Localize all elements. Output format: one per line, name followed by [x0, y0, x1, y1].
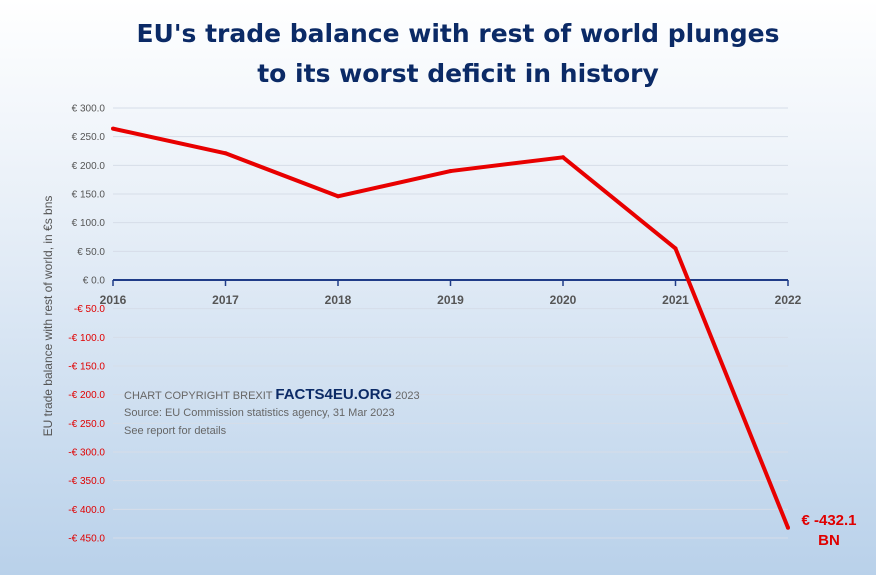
- y-tick-label: -€ 200.0: [68, 390, 105, 401]
- data-point: [111, 126, 115, 131]
- x-tick-label: 2021: [662, 293, 689, 307]
- series-line-trade-balance: [112, 126, 790, 529]
- end-value-unit: BN: [818, 532, 840, 549]
- y-tick-label: € 50.0: [77, 247, 105, 258]
- y-tick-label: -€ 300.0: [68, 448, 105, 459]
- data-point: [223, 151, 228, 156]
- gridlines: [113, 107, 788, 539]
- y-axis-ticks: € 300.0 € 250.0 € 200.0 € 150.0 € 100.0 € 50.…: [68, 104, 105, 545]
- x-axis-ticks: 2016 2017 2018 2019 2020 2021 2022: [100, 280, 802, 307]
- y-tick-label: € 100.0: [72, 218, 106, 229]
- x-tick-label: 2022: [775, 293, 802, 307]
- y-tick-label: € 300.0: [72, 104, 106, 115]
- x-tick-label: 2018: [325, 293, 352, 307]
- source-note: Source: EU Commission statistics agency,…: [124, 407, 395, 419]
- data-point: [448, 169, 453, 174]
- copyright-prefix: CHART COPYRIGHT BREXIT: [124, 390, 275, 402]
- data-point: [786, 525, 790, 530]
- y-tick-label: € 150.0: [72, 190, 106, 201]
- data-point: [336, 194, 340, 199]
- x-tick-label: 2017: [212, 293, 239, 307]
- x-tick-label: 2019: [437, 293, 464, 307]
- chart-title-line1: EU's trade balance with rest of world pl…: [136, 19, 779, 48]
- y-tick-label: -€ 250.0: [68, 419, 105, 430]
- data-points: [111, 126, 790, 530]
- y-tick-label: -€ 350.0: [68, 476, 105, 487]
- data-point: [673, 246, 678, 251]
- y-tick-label: -€ 50.0: [74, 304, 106, 315]
- copyright-note: CHART COPYRIGHT BREXIT FACTS4EU.ORG 2023: [124, 386, 420, 403]
- y-tick-label: € 250.0: [72, 132, 106, 143]
- y-axis-label: EU trade balance with rest of world, in …: [41, 196, 55, 437]
- brand-name: FACTS4EU.ORG: [275, 386, 392, 403]
- x-tick-label: 2016: [100, 293, 127, 307]
- y-tick-label: -€ 400.0: [68, 505, 105, 516]
- details-note: See report for details: [124, 425, 227, 437]
- x-tick-label: 2020: [550, 293, 577, 307]
- chart-title-line2: to its worst deficit in history: [257, 59, 659, 88]
- y-tick-label: -€ 450.0: [68, 534, 105, 545]
- y-tick-label: -€ 100.0: [68, 333, 105, 344]
- y-tick-label: € 0.0: [83, 276, 106, 287]
- end-value-label: € -432.1: [801, 512, 856, 529]
- y-tick-label: € 200.0: [72, 161, 106, 172]
- data-point: [561, 155, 565, 160]
- y-tick-label: -€ 150.0: [68, 362, 105, 373]
- copyright-year: 2023: [392, 390, 420, 402]
